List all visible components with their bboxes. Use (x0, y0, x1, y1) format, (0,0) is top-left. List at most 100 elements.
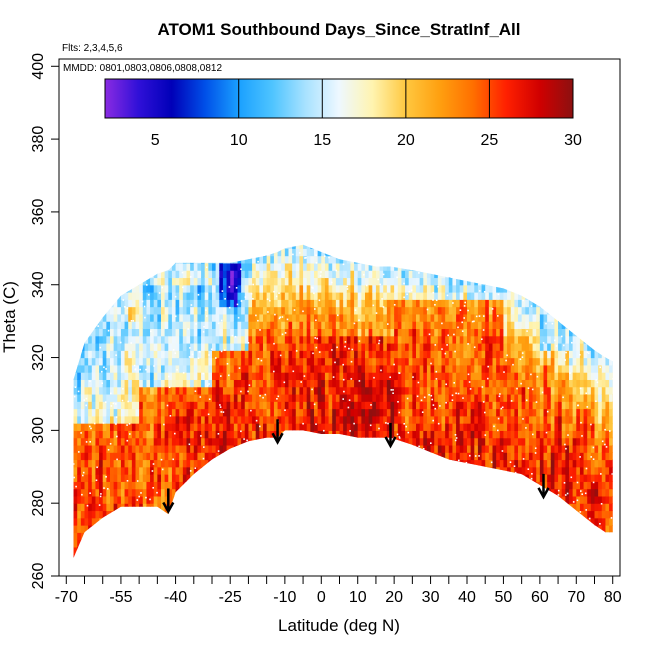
heatmap-cell (477, 423, 483, 431)
heatmap-cell (452, 430, 457, 439)
heatmap-cell (390, 313, 395, 322)
heatmap-cell (576, 372, 581, 380)
heatmap-cell (171, 270, 177, 279)
heatmap-cell (383, 321, 388, 330)
heatmap-cell (153, 503, 158, 512)
heatmap-cell (372, 299, 377, 308)
heatmap-cell (321, 379, 326, 388)
speckle-dot (169, 415, 172, 417)
heatmap-cell (284, 357, 290, 366)
heatmap-cell (124, 401, 129, 410)
heatmap-cell (463, 335, 468, 344)
heatmap-cell (572, 430, 577, 439)
heatmap-cell (485, 342, 490, 351)
speckle-dot (273, 342, 275, 345)
heatmap-cell (295, 372, 301, 380)
heatmap-cell (139, 466, 144, 475)
heatmap-cell (532, 379, 537, 388)
heatmap-cell (343, 415, 348, 424)
heatmap-cell (175, 262, 180, 271)
heatmap-cell (281, 357, 286, 366)
colorbar-tick-label: 15 (313, 132, 331, 149)
heatmap-cell (426, 408, 432, 417)
heatmap-cell (339, 306, 344, 315)
heatmap-cell (142, 474, 148, 482)
speckle-dot (536, 375, 539, 378)
heatmap-cell (558, 379, 563, 388)
heatmap-cell (124, 474, 129, 482)
heatmap-cell (496, 284, 501, 293)
speckle-dot (314, 308, 316, 310)
heatmap-cell (102, 503, 107, 512)
heatmap-cell (208, 408, 213, 417)
speckle-dot (130, 320, 133, 322)
heatmap-cell (292, 284, 297, 293)
speckle-dot (292, 370, 295, 373)
heatmap-cell (84, 415, 89, 424)
heatmap-cell (273, 299, 279, 308)
heatmap-cell (131, 488, 137, 497)
heatmap-cell (408, 444, 413, 453)
heatmap-cell (146, 342, 151, 351)
heatmap-cell (314, 379, 319, 388)
speckle-dot (519, 358, 522, 360)
heatmap-cell (459, 270, 464, 279)
heatmap-cell (405, 342, 410, 351)
heatmap-cell (303, 350, 308, 359)
heatmap-cell (314, 357, 319, 366)
heatmap-cell (150, 444, 155, 453)
heatmap-cell (430, 459, 435, 468)
heatmap-cell (579, 372, 585, 380)
heatmap-cell (164, 379, 169, 388)
heatmap-cell (408, 386, 413, 395)
heatmap-cell (609, 372, 613, 380)
heatmap-cell (459, 321, 464, 330)
heatmap-cell (587, 495, 592, 504)
heatmap-cell (106, 372, 111, 380)
heatmap-cell (579, 481, 585, 490)
heatmap-cell (346, 248, 352, 257)
heatmap-cell (168, 430, 173, 439)
heatmap-cell (248, 299, 253, 308)
heatmap-cell (306, 321, 311, 330)
heatmap-cell (459, 393, 464, 402)
heatmap-cell (164, 430, 169, 439)
heatmap-cell (496, 452, 501, 461)
heatmap-cell (452, 423, 457, 431)
heatmap-cell (507, 313, 512, 322)
speckle-dot (505, 359, 507, 362)
speckle-dot (451, 399, 454, 401)
heatmap-cell (456, 350, 461, 359)
speckle-dot (422, 448, 425, 450)
speckle-dot (99, 346, 102, 349)
heatmap-cell (102, 401, 107, 410)
heatmap-cell (215, 357, 220, 366)
heatmap-cell (161, 452, 166, 461)
heatmap-cell (405, 357, 410, 366)
heatmap-cell (182, 474, 188, 482)
heatmap-cell (171, 342, 177, 351)
heatmap-cell (186, 423, 191, 431)
heatmap-cell (95, 401, 100, 410)
heatmap-cell (445, 350, 450, 359)
heatmap-cell (317, 350, 322, 359)
heatmap-cell (219, 342, 224, 351)
heatmap-cell (182, 270, 188, 279)
heatmap-cell (230, 444, 235, 453)
heatmap-cell (182, 459, 188, 468)
heatmap-cell (77, 503, 82, 512)
heatmap-cell (463, 430, 468, 439)
heatmap-cell (514, 342, 519, 351)
heatmap-cell (222, 364, 228, 373)
heatmap-cell (204, 255, 209, 264)
heatmap-cell (215, 386, 220, 395)
heatmap-cell (346, 437, 352, 446)
heatmap-cell (226, 299, 231, 308)
heatmap-cell (550, 459, 556, 468)
heatmap-cell (288, 342, 293, 351)
heatmap-cell (117, 444, 122, 453)
heatmap-cell (598, 503, 603, 512)
heatmap-cell (255, 270, 260, 279)
heatmap-cell (598, 401, 603, 410)
heatmap-cell (324, 328, 330, 337)
